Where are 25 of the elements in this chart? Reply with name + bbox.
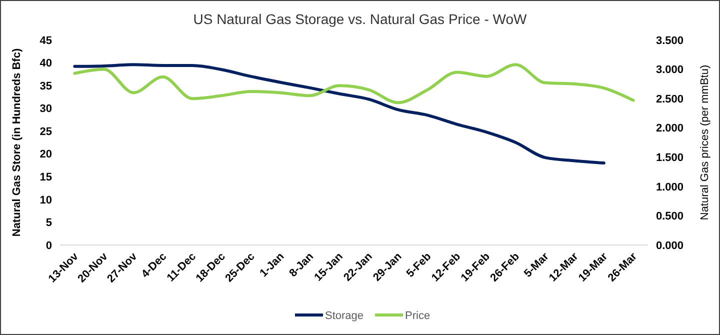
- y-tick-label: 10: [40, 194, 52, 206]
- y2-axis-title: Natural Gas prices (per mmBtu): [699, 64, 711, 220]
- y-tick-label: 25: [40, 126, 52, 138]
- legend-label: Price: [405, 310, 430, 322]
- y-tick-label: 30: [40, 103, 52, 116]
- y-axis-title: Natural Gas Store (in Hundreds Bfc): [11, 48, 23, 237]
- y-tick-label: 40: [40, 58, 52, 70]
- y-tick-label: 0: [46, 240, 52, 252]
- chart-title: US Natural Gas Storage vs. Natural Gas Price - WoW: [193, 11, 528, 27]
- y-tick-label: 15: [40, 172, 52, 184]
- y2-tick-label: 2.500: [656, 93, 684, 106]
- y2-tick-label: 0.000: [656, 240, 684, 252]
- y-tick-label: 20: [40, 148, 52, 161]
- y2-tick-label: 0.500: [656, 210, 684, 223]
- line-series: [73, 63, 635, 104]
- y2-tick-label: 1.000: [656, 181, 684, 194]
- y-tick-label: 35: [40, 80, 52, 92]
- line-series: [73, 63, 606, 164]
- y2-tick-label: 2.000: [656, 122, 684, 135]
- y-tick-label: 45: [40, 34, 52, 47]
- y2-tick-label: 3.500: [656, 34, 684, 47]
- y-tick-label: 5: [46, 217, 52, 230]
- legend-label: Storage: [325, 310, 364, 322]
- y2-tick-label: 3.000: [656, 64, 684, 76]
- y2-tick-label: 1.500: [656, 152, 684, 164]
